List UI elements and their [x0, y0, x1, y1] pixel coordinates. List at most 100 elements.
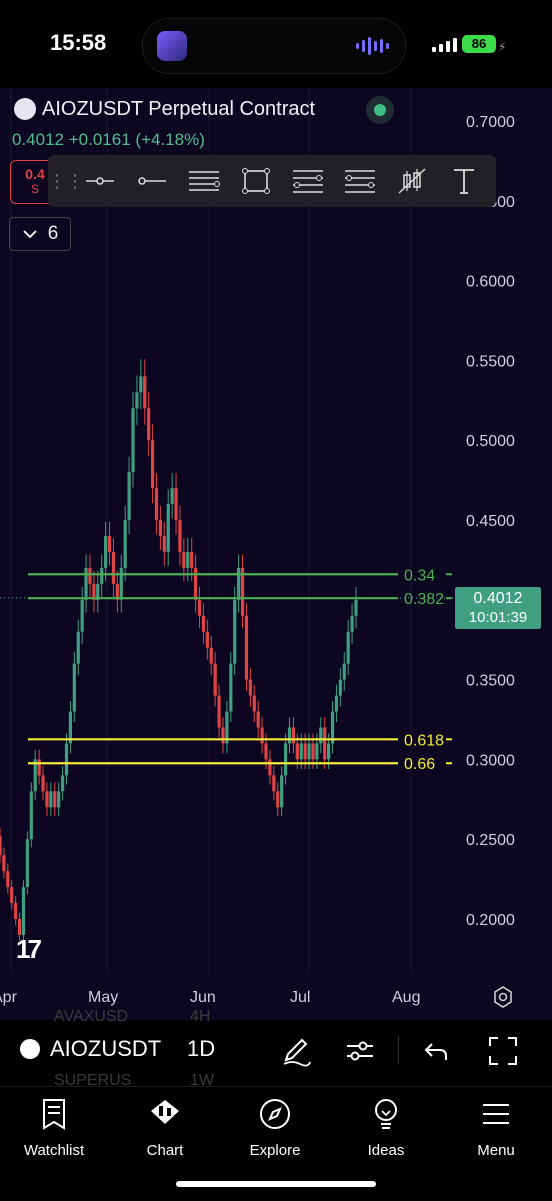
candle-body: [2, 855, 6, 872]
candle-body: [303, 743, 307, 760]
drawing-pen-icon[interactable]: [278, 1034, 312, 1068]
candle-body: [158, 520, 162, 536]
candle-body: [88, 567, 92, 584]
candle-body: [291, 727, 296, 744]
candle-body: [311, 743, 315, 760]
candle-body: [80, 599, 84, 632]
text-icon[interactable]: [438, 155, 490, 207]
candle-body: [276, 791, 280, 808]
long-position-icon[interactable]: [386, 155, 438, 207]
interval-selector[interactable]: 1D: [187, 1036, 216, 1061]
nav-label: Ideas: [367, 1142, 405, 1159]
watchlist-icon: [43, 1099, 65, 1130]
candle-body: [68, 711, 73, 744]
candle-countdown: 10:01:39: [468, 609, 528, 626]
drawing-toolbar[interactable]: ⋮⋮: [48, 155, 496, 207]
candle-body: [115, 583, 119, 600]
candle-body: [201, 615, 206, 632]
symbol-selector[interactable]: AIOZUSDT: [20, 1036, 161, 1062]
sell-price: 0.4: [25, 166, 45, 182]
nav-menu[interactable]: Menu: [446, 1097, 546, 1159]
y-tick-label: 0.3500: [466, 673, 515, 690]
price-chart[interactable]: 0.70000.65000.60000.55000.50000.45000.40…: [0, 88, 552, 1020]
candle-body: [186, 551, 190, 568]
current-price-label: 0.4012: [473, 590, 523, 607]
y-tick-label: 0.5500: [466, 353, 515, 370]
candle-body: [92, 583, 96, 600]
current-price-tag: 0.4012 10:01:39: [455, 587, 541, 629]
horizontal-ray-icon[interactable]: [74, 155, 126, 207]
candle-body: [45, 791, 49, 808]
candle-body: [233, 599, 237, 664]
symbol-title: AIOZUSDT Perpetual Contract: [42, 97, 316, 120]
candle-body: [268, 759, 272, 776]
candle-body: [60, 775, 65, 792]
candle-body: [334, 695, 339, 712]
x-tick-label: Apr: [0, 989, 18, 1006]
chart-canvas[interactable]: 0.70000.65000.60000.55000.50000.45000.40…: [0, 88, 552, 1020]
fullscreen-icon[interactable]: [486, 1034, 520, 1068]
candle-body: [256, 711, 260, 728]
clock: 15:58: [50, 30, 107, 55]
nav-explore[interactable]: Explore: [225, 1097, 325, 1159]
candle-body: [178, 520, 182, 552]
toolbar-divider: [398, 1036, 399, 1064]
ghost-interval-above: 4H: [190, 1008, 211, 1025]
symbol-header[interactable]: AIOZUSDT Perpetual Contract: [14, 96, 315, 122]
candle-body: [17, 919, 22, 935]
candle-body: [190, 551, 194, 568]
candle-body: [280, 775, 284, 808]
charging-icon: ⚡: [498, 40, 507, 54]
aioz-logo-icon: [14, 98, 36, 120]
candle-body: [162, 535, 166, 552]
trend-line-icon[interactable]: [126, 155, 178, 207]
indicator-count: 6: [47, 223, 59, 244]
candle-body: [338, 679, 342, 696]
candle-body: [84, 567, 88, 600]
chevron-down-icon: [22, 230, 37, 239]
status-bar: 15:58 86 ⚡: [0, 0, 552, 88]
candle-body: [119, 567, 123, 600]
rectangle-icon[interactable]: [230, 155, 282, 207]
fib-level-label: 0.66: [404, 756, 435, 773]
candle-body: [166, 504, 170, 552]
parallel-channel-icon[interactable]: [178, 155, 230, 207]
nav-label: Chart: [146, 1142, 184, 1159]
nav-label: Watchlist: [23, 1142, 85, 1159]
candle-body: [21, 887, 26, 935]
candle-body: [248, 679, 252, 696]
candle-body: [272, 775, 276, 792]
price-summary: 0.4012 +0.0161 (+4.18%): [12, 130, 205, 150]
chart-settings-icon[interactable]: [490, 984, 516, 1010]
y-tick-label: 0.5000: [466, 433, 515, 450]
x-tick-label: Aug: [392, 989, 420, 1006]
drag-handle-icon[interactable]: ⋮⋮: [48, 170, 84, 191]
candle-body: [283, 743, 288, 776]
candle-body: [330, 711, 335, 744]
hamburger-icon: [483, 1104, 509, 1124]
candle-body: [217, 695, 221, 728]
audio-wave-icon: [356, 35, 389, 57]
nav-ideas[interactable]: Ideas: [336, 1097, 436, 1159]
symbol-name: AIOZUSDT: [50, 1036, 162, 1061]
collapse-indicators-button[interactable]: 6: [9, 217, 71, 251]
candle-body: [174, 488, 178, 520]
undo-icon[interactable]: [420, 1034, 454, 1068]
home-indicator[interactable]: [176, 1181, 376, 1187]
fib-retracement-icon[interactable]: [282, 155, 334, 207]
candle-body: [29, 791, 33, 840]
market-open-status-icon[interactable]: [366, 96, 394, 124]
candle-body: [131, 408, 135, 473]
nav-watchlist[interactable]: Watchlist: [4, 1097, 104, 1159]
candle-body: [49, 791, 53, 808]
tradingview-logo-icon[interactable]: 17: [16, 934, 42, 964]
nav-chart[interactable]: Chart: [115, 1097, 215, 1159]
candle-body: [229, 663, 233, 712]
indicators-sliders-icon[interactable]: [343, 1034, 377, 1068]
dynamic-island[interactable]: [142, 18, 406, 74]
candle-body: [139, 376, 143, 393]
fib-extension-icon[interactable]: [334, 155, 386, 207]
candle-body: [209, 647, 213, 664]
candle-body: [107, 535, 112, 552]
candle-body: [237, 567, 241, 600]
